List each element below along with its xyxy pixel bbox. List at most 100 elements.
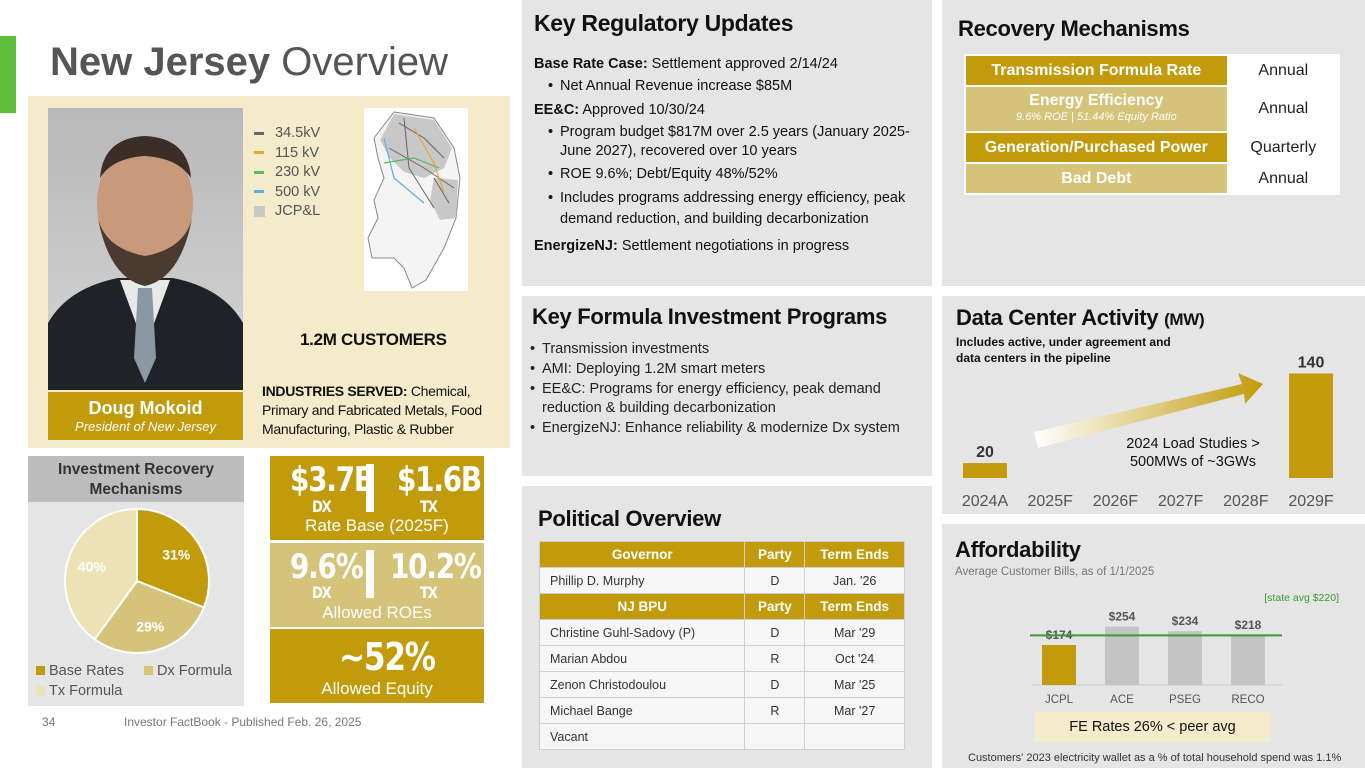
official-name: Marian Abdou [538,645,746,672]
customers-count: 1.2M CUSTOMERS [300,330,447,349]
recovery-title: Recovery Mechanisms [958,16,1190,41]
equity-box [270,629,484,703]
table-row: Zenon Christodoulou D Mar '25 [538,671,905,698]
table-row: Generation/Purchased Power Quarterly [964,131,1341,164]
table-row: Bad Debt Annual [964,162,1341,195]
mechanism-frequency: Quarterly [1226,131,1341,164]
datacenter-title-unit: (MW) [1164,310,1205,329]
pie-slice-tx-formula [64,507,138,641]
legend-dx-formula: Dx Formula [144,663,232,679]
regulatory-title: Key Regulatory Updates [534,10,794,36]
bar-value-label: $218 [1235,618,1262,632]
leader-title: President of New Jersey [75,419,216,434]
energize-line: EnergizeNJ: Settlement negotiations in p… [534,238,850,254]
political-title: Political Overview [538,506,721,531]
tx-rate-base: $1.6B [397,460,482,500]
mechanism-name: Energy Efficiency [1029,92,1164,109]
mechanism-subtitle: 9.6% ROE | 51.44% Equity Ratio [1016,111,1177,123]
formula-bullet: Transmission investments [512,340,932,359]
map-legend: 34.5kV 115 kV 230 kV 500 kV JCP&L [254,124,320,222]
official-party: R [744,697,806,724]
affordability-footnote: Customers' 2023 electricity wallet as a … [968,752,1342,764]
formula-bullet: EnergizeNJ: Enhance reliability & modern… [512,419,932,438]
x-tick-label: 2025F [1028,493,1074,510]
term-header: Term Ends [804,593,905,620]
pie-slice-dx-formula [93,579,206,654]
political-table: Governor Party Term Ends Phillip D. Murp… [538,541,905,750]
official-party [744,723,806,750]
formula-title: Key Formula Investment Programs [532,304,888,329]
official-term: Jan. '26 [804,567,905,594]
x-tick-label: 2029F [1288,493,1334,510]
x-tick-label: PSEG [1169,694,1201,706]
tx-roe: 10.2% [390,547,482,587]
official-term [804,723,905,750]
datacenter-title: Data Center Activity (MW) [956,305,1205,331]
party-header: Party [744,541,806,568]
bar-value-label: 140 [1298,354,1325,371]
x-tick-label: JCPL [1045,694,1074,706]
rate-divider [366,464,374,512]
dx-label: DX [312,497,332,516]
nj-map [364,108,468,291]
formula-bullet: AMI: Deploying 1.2M smart meters [512,360,932,379]
table-row: Transmission Formula Rate Annual [964,54,1341,87]
pie-legend: Base Rates Dx Formula Tx Formula [36,661,246,701]
bar-jcpl [1042,644,1076,685]
x-tick-label: ACE [1110,694,1134,706]
party-header: Party [744,593,806,620]
official-party: D [744,619,806,646]
formula-bullet: EE&C: Programs for energy efficiency, pe… [512,380,932,418]
accent-bar [0,36,16,113]
roe-divider [366,550,374,598]
mechanism-frequency: Annual [1226,85,1341,133]
eec-line: EE&C: Approved 10/30/24 [534,102,705,118]
eec-bullet: Program budget $817M over 2.5 years (Jan… [530,123,928,161]
base-rate-bullet: Net Annual Revenue increase $85M [530,77,928,96]
official-party: R [744,645,806,672]
equity-value: ~52% [339,635,436,679]
industries-label: INDUSTRIES SERVED: [262,383,408,399]
table-row: Michael Bange R Mar '27 [538,697,905,724]
eec-bullet: ROE 9.6%; Debt/Equity 48%/52% [530,165,928,184]
official-party: D [744,567,806,594]
bar-value-label: $234 [1172,614,1199,628]
title-light: Overview [270,40,448,84]
rate-base-label: Rate Base (2025F) [305,516,449,535]
pie-label: 29% [136,619,165,635]
page-number: 34 [42,715,56,729]
table-row: Marian Abdou R Oct '24 [538,645,905,672]
bar-2024A [963,463,1007,478]
dx-rate-base: $3.7B [290,460,375,500]
legend-tx-formula: Tx Formula [36,683,122,699]
official-term: Oct '24 [804,645,905,672]
legend-jcpl: JCP&L [254,202,320,222]
industries-text: Chemical, Primary and Fabricated Metals,… [262,383,482,437]
formula-list: Transmission investments AMI: Deploying … [512,340,932,438]
official-term: Mar '29 [804,619,905,646]
title-bold: New Jersey [50,40,271,84]
roe-label: Allowed ROEs [322,603,432,622]
official-term: Mar '25 [804,671,905,698]
legend-115kv: 115 kV [254,144,320,164]
state-avg-label: [state avg $220] [1264,592,1339,604]
investment-recovery-title: Investment Recovery Mechanisms [28,456,244,502]
official-name: Michael Bange [538,697,746,724]
mechanism-frequency: Annual [1226,54,1341,87]
tx-label: TX [420,497,438,516]
official-name: Zenon Christodoulou [538,671,746,698]
footer-text: Investor FactBook - Published Feb. 26, 2… [124,715,362,729]
mechanism-name: Transmission Formula Rate [964,54,1229,87]
bar-pseg [1168,631,1202,685]
leader-photo [48,108,243,390]
datacenter-chart: 20 2024A 2025F 2026F 2027F 2028F 140 2029F [962,354,1334,510]
bpu-header: NJ BPU [538,593,746,620]
legend-500kv: 500 kV [254,183,320,203]
industries-served: INDUSTRIES SERVED: Chemical, Primary and… [262,382,502,439]
affordability-subtitle: Average Customer Bills, as of 1/1/2025 [955,566,1155,578]
datacenter-title-text: Data Center Activity [956,305,1159,330]
official-name: Phillip D. Murphy [538,567,746,594]
official-party: D [744,671,806,698]
legend-base-rates: Base Rates [36,663,124,679]
